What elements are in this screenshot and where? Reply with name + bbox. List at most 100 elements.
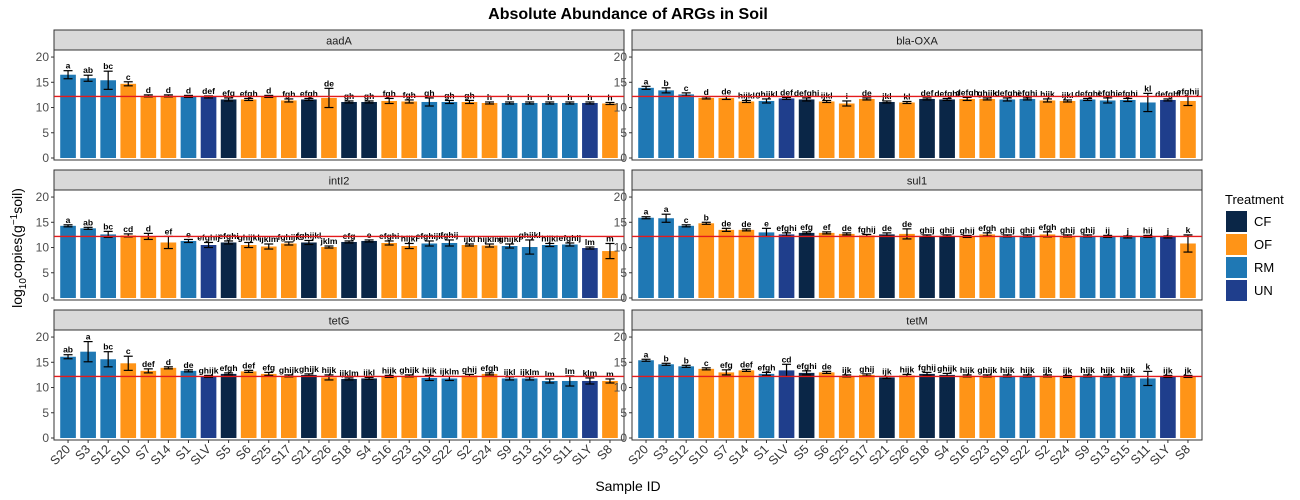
significance-letter: ghijk	[937, 363, 957, 373]
x-tick-label: S14	[148, 442, 174, 468]
bar-S3	[80, 351, 96, 438]
significance-letter: bc	[103, 342, 113, 352]
bar-S9	[501, 378, 518, 438]
significance-letter: ijklm	[339, 368, 359, 378]
bar-S13	[521, 378, 538, 438]
bar-S18	[341, 101, 357, 158]
significance-letter: ghij	[960, 225, 975, 235]
bar-S5	[798, 372, 815, 438]
bar-S23	[401, 101, 418, 158]
significance-letter: hijk	[422, 365, 437, 375]
bar-S10	[698, 97, 715, 158]
significance-letter: ghijkl	[238, 232, 260, 242]
significance-letter: efghij	[197, 232, 220, 242]
significance-letter: ijklm	[440, 366, 460, 376]
x-tick-label: S22	[1007, 442, 1033, 468]
significance-letter: j	[1126, 226, 1129, 236]
bar-S6	[818, 372, 835, 438]
bar-S2	[1039, 375, 1056, 438]
bar-S7	[718, 229, 735, 298]
significance-letter: k	[1145, 361, 1150, 371]
y-tick-label: 20	[36, 330, 50, 344]
bar-S11	[561, 102, 578, 158]
significance-letter: fghij	[918, 362, 936, 372]
significance-letter: lm	[585, 237, 595, 247]
bar-SLV	[200, 245, 217, 298]
significance-letter: de	[842, 223, 852, 233]
significance-letter: efgh	[240, 88, 258, 98]
bar-S6	[240, 245, 257, 298]
significance-letter: ijk	[1043, 365, 1053, 375]
significance-letter: a	[644, 76, 649, 86]
bar-S15	[541, 102, 558, 158]
bar-S18	[341, 378, 357, 438]
bar-S11	[1139, 102, 1156, 158]
significance-letter: de	[882, 223, 892, 233]
significance-letter: de	[902, 219, 912, 229]
bar-S25	[260, 96, 277, 158]
significance-letter: hijkl	[738, 90, 755, 100]
significance-letter: a	[664, 204, 669, 214]
significance-letter: d	[166, 85, 171, 95]
panel-strip-label: aadA	[326, 36, 352, 48]
panel-strip-label: intI2	[329, 176, 350, 188]
bar-S10	[698, 223, 715, 298]
significance-letter: ijk	[882, 366, 892, 376]
significance-letter: ijklm	[520, 367, 540, 377]
bar-S21	[301, 99, 317, 158]
significance-letter: defghi	[934, 88, 960, 98]
legend-title: Treatment	[1225, 192, 1284, 207]
significance-letter: ef	[823, 222, 831, 232]
bar-S15	[1119, 375, 1136, 438]
bar-S11	[1139, 378, 1156, 438]
bar-S12	[678, 225, 695, 298]
significance-letter: m	[606, 369, 614, 379]
significance-letter: ghij	[1000, 225, 1015, 235]
bar-S8	[602, 380, 618, 438]
bar-S7	[718, 97, 735, 158]
bar-S13	[1099, 236, 1116, 298]
y-tick-label: 15	[614, 355, 628, 369]
significance-letter: efghi	[796, 361, 816, 371]
bar-S2	[461, 101, 478, 158]
significance-letter: ijkl	[504, 367, 516, 377]
y-axis-title-end: soil)	[9, 188, 25, 214]
panel-plot-area	[631, 49, 1203, 161]
significance-letter: hijk	[1120, 365, 1135, 375]
significance-letter: ghijk	[279, 365, 299, 375]
significance-letter: c	[126, 346, 131, 356]
bar-S21	[879, 377, 895, 438]
significance-letter: b	[664, 78, 669, 88]
bar-S9	[1079, 99, 1096, 158]
significance-letter: ghij	[859, 364, 874, 374]
bar-S16	[381, 242, 398, 298]
significance-letter: ghijkl	[499, 234, 521, 244]
bar-SLV	[778, 234, 795, 298]
bar-S14	[738, 370, 755, 438]
significance-letter: ijkl	[1062, 90, 1074, 100]
significance-letter: j	[1166, 226, 1169, 236]
y-tick-label: 20	[36, 50, 50, 64]
bar-S4	[939, 374, 955, 438]
bar-S22	[1019, 235, 1036, 298]
bar-S24	[1059, 235, 1076, 298]
y-tick-label: 15	[36, 355, 50, 369]
bar-S26	[321, 97, 337, 158]
bar-S22	[1019, 375, 1036, 438]
panel-strip-label: bla-OXA	[896, 36, 938, 48]
bar-S9	[1079, 375, 1096, 438]
significance-letter: efghi	[1017, 88, 1037, 98]
bar-SLY	[1160, 376, 1176, 438]
panel-plot-area	[631, 329, 1203, 441]
significance-letter: fghijkl	[296, 230, 321, 240]
bar-S19	[421, 377, 438, 438]
significance-letter: gh	[444, 90, 454, 100]
y-tick-label: 0	[620, 431, 627, 445]
bar-S24	[481, 373, 498, 438]
significance-letter: hijk	[1080, 365, 1095, 375]
legend-swatch-OF	[1226, 234, 1247, 255]
significance-letter: d	[146, 223, 151, 233]
y-axis-title-log: log	[9, 289, 25, 308]
